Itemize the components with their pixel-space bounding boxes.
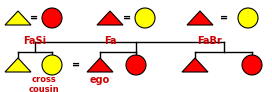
- Text: =: =: [72, 60, 80, 70]
- Text: FaSi: FaSi: [23, 36, 47, 46]
- Text: Fa: Fa: [104, 36, 116, 46]
- Text: =: =: [220, 13, 228, 23]
- Text: =: =: [123, 13, 131, 23]
- Polygon shape: [187, 11, 213, 25]
- Ellipse shape: [42, 8, 62, 28]
- Polygon shape: [87, 58, 113, 72]
- Ellipse shape: [242, 55, 262, 75]
- Ellipse shape: [42, 55, 62, 75]
- Polygon shape: [5, 58, 31, 72]
- Ellipse shape: [126, 55, 146, 75]
- Text: FaBr: FaBr: [198, 36, 222, 46]
- Ellipse shape: [238, 8, 258, 28]
- Ellipse shape: [135, 8, 155, 28]
- Polygon shape: [97, 11, 123, 25]
- Polygon shape: [5, 11, 31, 25]
- Text: ego: ego: [90, 75, 110, 85]
- Text: =: =: [30, 13, 38, 23]
- Polygon shape: [182, 58, 208, 72]
- Text: cross
cousin: cross cousin: [29, 75, 59, 92]
